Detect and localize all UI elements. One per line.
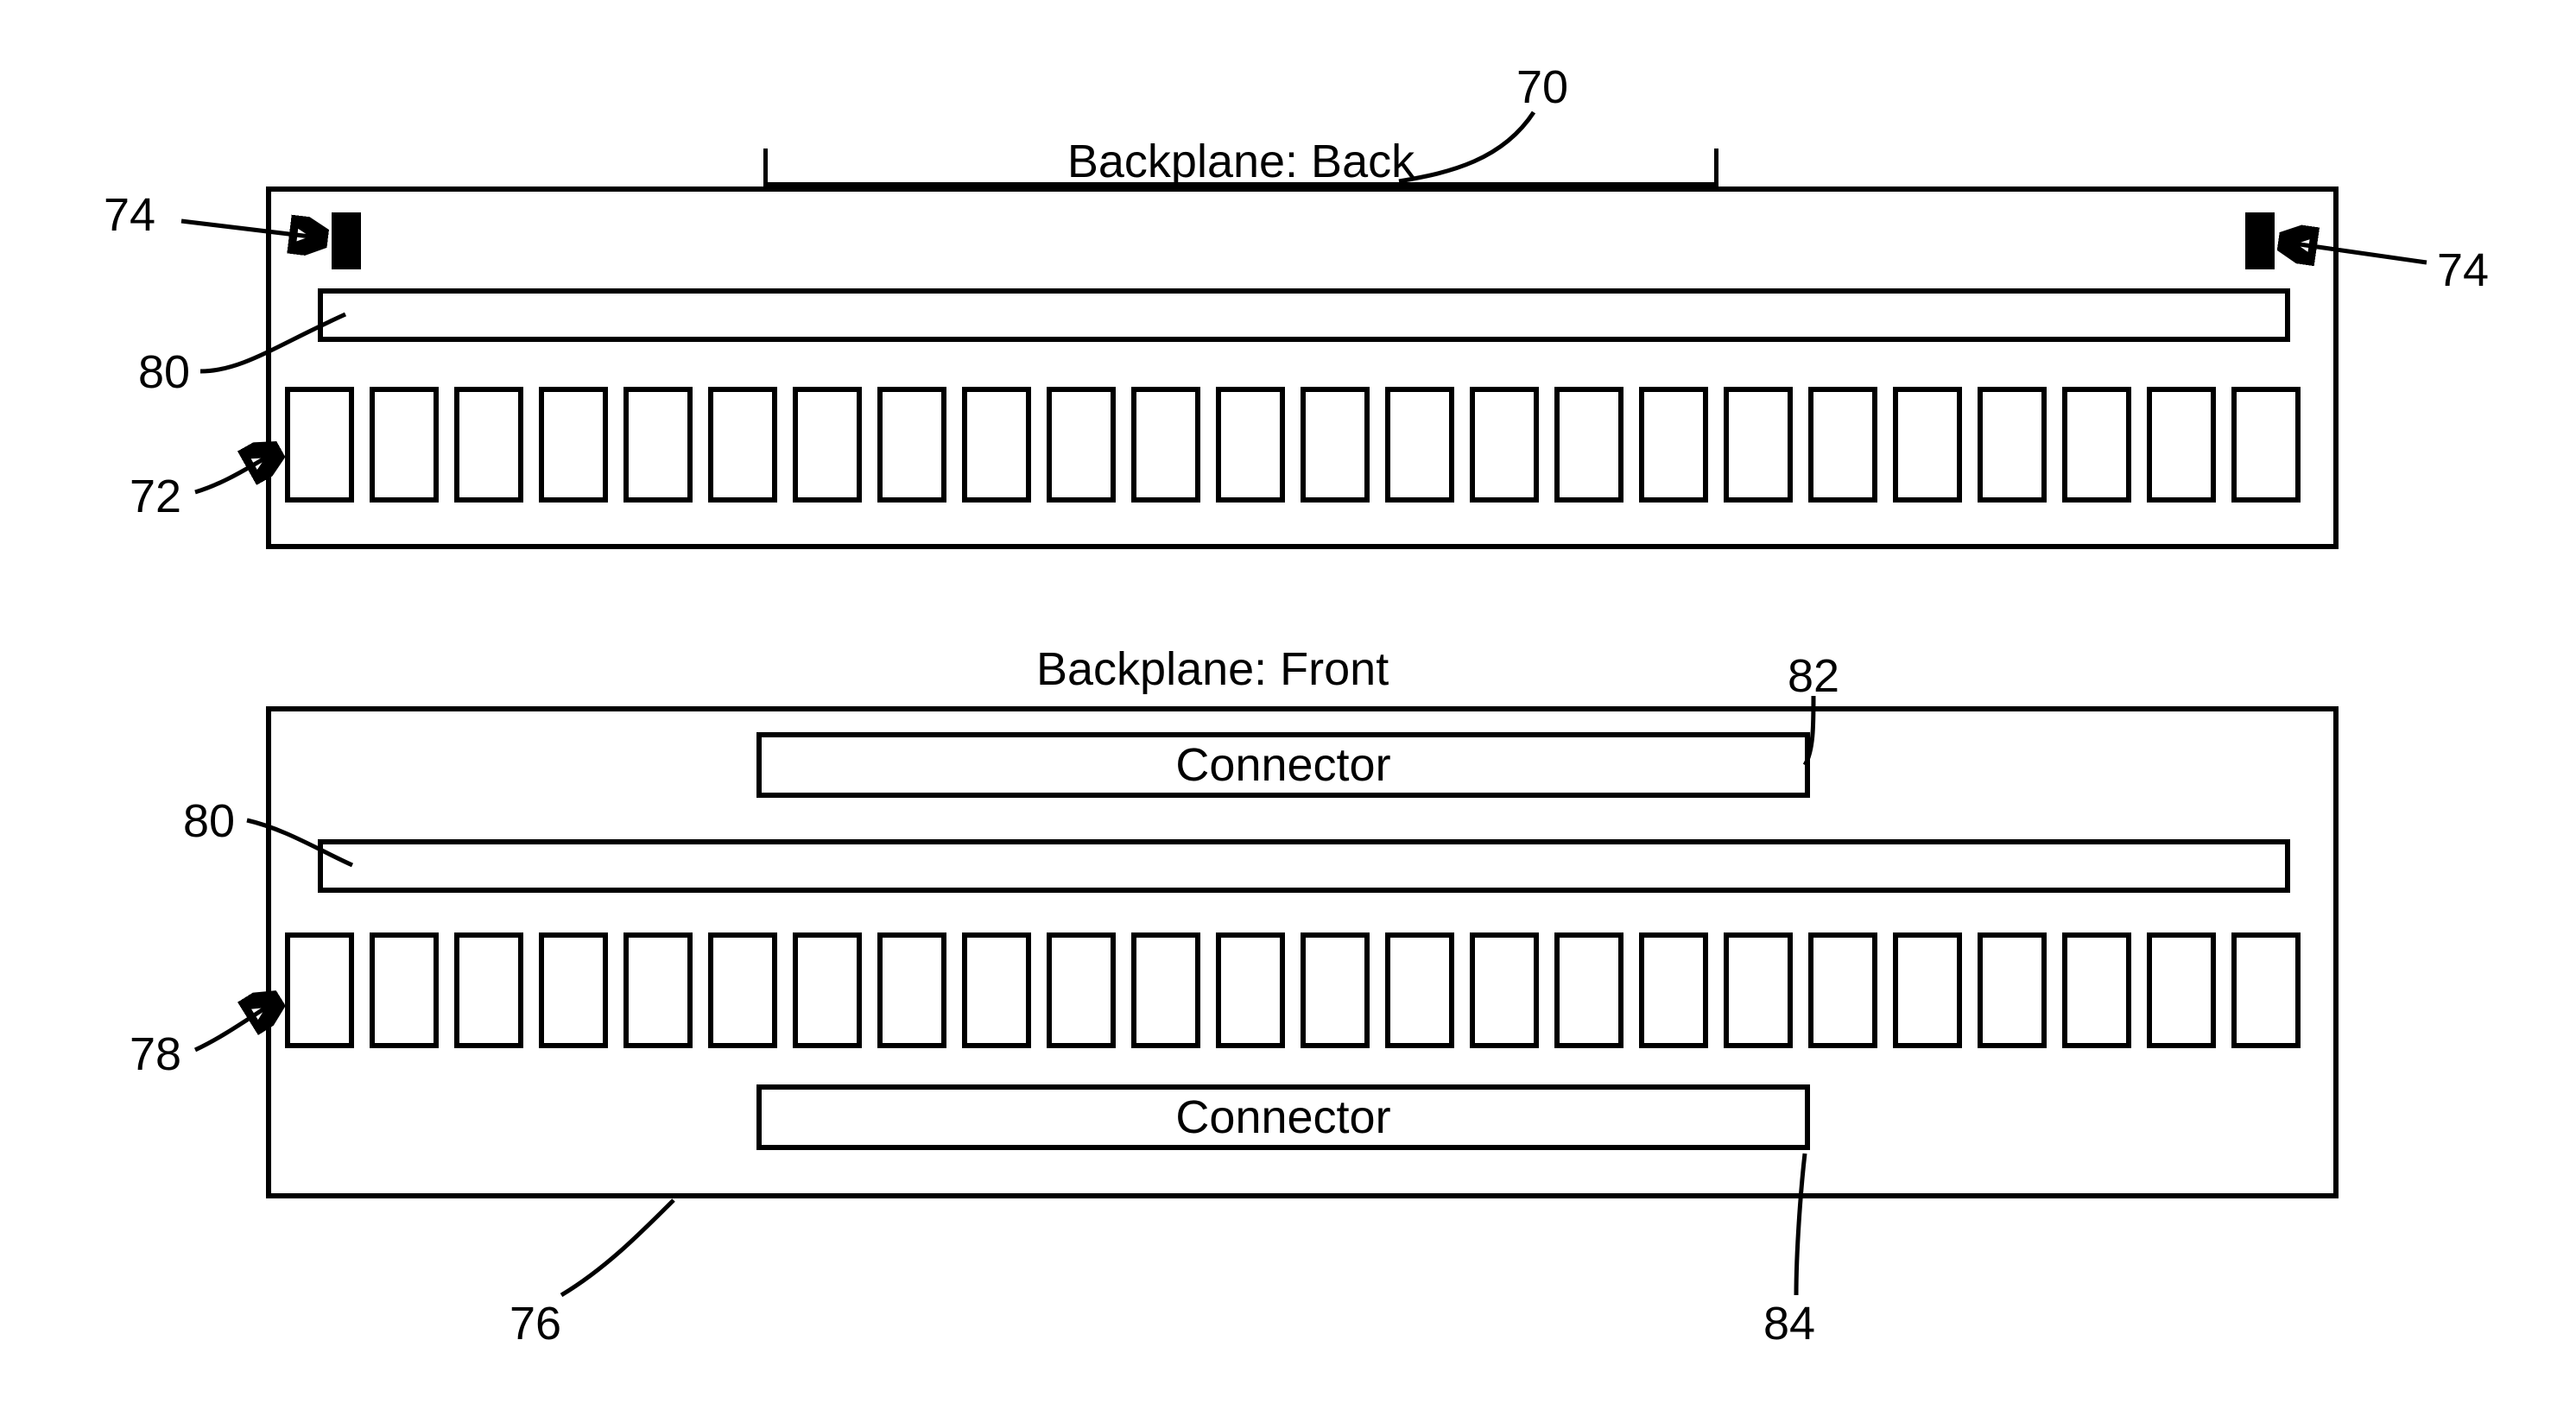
- slot: [623, 932, 693, 1048]
- slot: [539, 387, 608, 503]
- slot: [285, 932, 354, 1048]
- slot: [370, 932, 439, 1048]
- callout-74-left: 74: [104, 188, 155, 242]
- connector-bottom-label: Connector: [1175, 1090, 1390, 1144]
- slot: [1639, 932, 1708, 1048]
- slot: [285, 387, 354, 503]
- slot: [708, 387, 777, 503]
- callout-80-front: 80: [183, 794, 235, 848]
- figure-canvas: Backplane: Back Backplane: Front Connect…: [0, 0, 2576, 1416]
- slot: [1385, 932, 1454, 1048]
- slot: [2062, 932, 2131, 1048]
- slot: [877, 387, 946, 503]
- slot: [793, 387, 862, 503]
- slot: [1554, 387, 1623, 503]
- slot: [1131, 387, 1200, 503]
- back-long-bar: [318, 288, 2290, 342]
- slot: [1301, 387, 1370, 503]
- slot: [1978, 387, 2047, 503]
- front-long-bar: [318, 839, 2290, 893]
- callout-74-right: 74: [2437, 243, 2489, 297]
- slot: [1639, 387, 1708, 503]
- slot: [623, 387, 693, 503]
- slot: [708, 932, 777, 1048]
- slot: [793, 932, 862, 1048]
- slot: [1554, 932, 1623, 1048]
- slot: [2231, 932, 2301, 1048]
- slot: [2231, 387, 2301, 503]
- slot: [1724, 932, 1793, 1048]
- slot: [1470, 932, 1539, 1048]
- slot: [2062, 387, 2131, 503]
- back-title-text: Backplane: Back: [1067, 135, 1415, 188]
- slot: [1978, 932, 2047, 1048]
- connector-top-label: Connector: [1175, 738, 1390, 792]
- slot: [1047, 387, 1116, 503]
- slot: [2147, 387, 2216, 503]
- slot: [1216, 387, 1285, 503]
- slot: [1301, 932, 1370, 1048]
- slot: [877, 932, 946, 1048]
- back-title-bar: Backplane: Back: [763, 149, 1718, 186]
- slot: [1216, 932, 1285, 1048]
- callout-76: 76: [510, 1297, 561, 1350]
- slot: [454, 387, 523, 503]
- slot: [1808, 387, 1877, 503]
- slot: [1808, 932, 1877, 1048]
- slot: [1893, 387, 1962, 503]
- slot: [1385, 387, 1454, 503]
- callout-80-back: 80: [138, 345, 190, 399]
- slot: [1893, 932, 1962, 1048]
- slot: [454, 932, 523, 1048]
- slot: [962, 932, 1031, 1048]
- slot: [1470, 387, 1539, 503]
- slot: [1131, 932, 1200, 1048]
- slot: [539, 932, 608, 1048]
- connector-bottom: Connector: [756, 1084, 1810, 1150]
- slot: [962, 387, 1031, 503]
- callout-70: 70: [1516, 60, 1568, 114]
- callout-84: 84: [1763, 1297, 1815, 1350]
- callout-72: 72: [130, 470, 181, 523]
- callout-78: 78: [130, 1027, 181, 1081]
- slot: [1047, 932, 1116, 1048]
- back-black-tab-right: [2245, 212, 2275, 269]
- callout-82: 82: [1788, 649, 1839, 703]
- connector-top: Connector: [756, 732, 1810, 798]
- back-slot-row: [285, 387, 2301, 503]
- slot: [1724, 387, 1793, 503]
- slot: [2147, 932, 2216, 1048]
- back-black-tab-left: [332, 212, 361, 269]
- front-slot-row: [285, 932, 2301, 1048]
- front-title-text: Backplane: Front: [1036, 642, 1389, 696]
- slot: [370, 387, 439, 503]
